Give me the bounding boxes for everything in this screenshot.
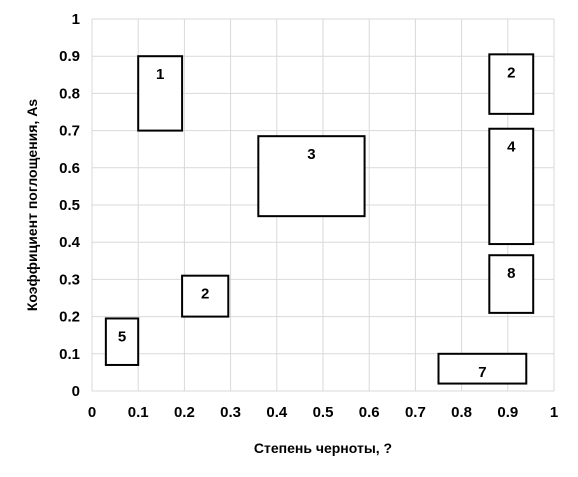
y-tick-label: 0 [72, 383, 80, 400]
region-box-1 [488, 53, 535, 115]
region-label-1: 2 [507, 64, 515, 81]
y-tick-label: 0.3 [59, 271, 80, 288]
tick-labels: 0 0.1 0.2 0.3 0.4 0.5 0.6 0.7 0.8 0.9 1 0 0.1 0.2 0.3 0… [59, 11, 558, 421]
x-tick-label: 0.9 [497, 404, 518, 421]
y-tick-label: 0.5 [59, 197, 80, 214]
x-tick-label: 0.6 [359, 404, 380, 421]
x-tick-label: 1 [550, 404, 558, 421]
y-tick-label: 0.8 [59, 85, 80, 102]
x-tick-label: 0.1 [128, 404, 149, 421]
region-label-7: 7 [478, 364, 486, 381]
y-tick-label: 0.2 [59, 309, 80, 326]
region-box-7 [437, 352, 528, 385]
y-tick-label: 0.9 [59, 48, 80, 65]
region-label-4: 8 [507, 265, 515, 282]
y-tick-label: 1 [72, 11, 80, 28]
y-tick-label: 0.6 [59, 160, 80, 177]
region-label-5: 2 [201, 286, 209, 303]
regions: 1 2 3 4 8 2 5 7 [104, 53, 535, 385]
x-tick-label: 0.5 [313, 404, 334, 421]
x-tick-label: 0.2 [174, 404, 195, 421]
y-tick-label: 0.4 [59, 234, 81, 251]
region-label-2: 3 [307, 146, 315, 163]
x-tick-label: 0.7 [405, 404, 426, 421]
y-axis-title: Коэффициент поглощения, As [24, 99, 40, 311]
x-tick-label: 0.8 [451, 404, 472, 421]
region-box-4 [488, 254, 535, 314]
region-box-0 [137, 55, 184, 132]
x-tick-label: 0.3 [220, 404, 241, 421]
region-box-5 [181, 274, 230, 318]
region-box-6 [104, 317, 140, 366]
y-tick-label: 0.1 [59, 346, 80, 363]
x-tick-label: 0.4 [266, 404, 288, 421]
y-tick-label: 0.7 [59, 123, 80, 140]
region-box-3 [488, 127, 535, 246]
region-label-6: 5 [118, 328, 126, 345]
x-axis-title: Степень черноты, ? [254, 440, 392, 456]
region-label-0: 1 [156, 66, 164, 83]
region-label-3: 4 [507, 139, 516, 156]
x-tick-label: 0 [88, 404, 96, 421]
region-box-2 [257, 135, 366, 218]
